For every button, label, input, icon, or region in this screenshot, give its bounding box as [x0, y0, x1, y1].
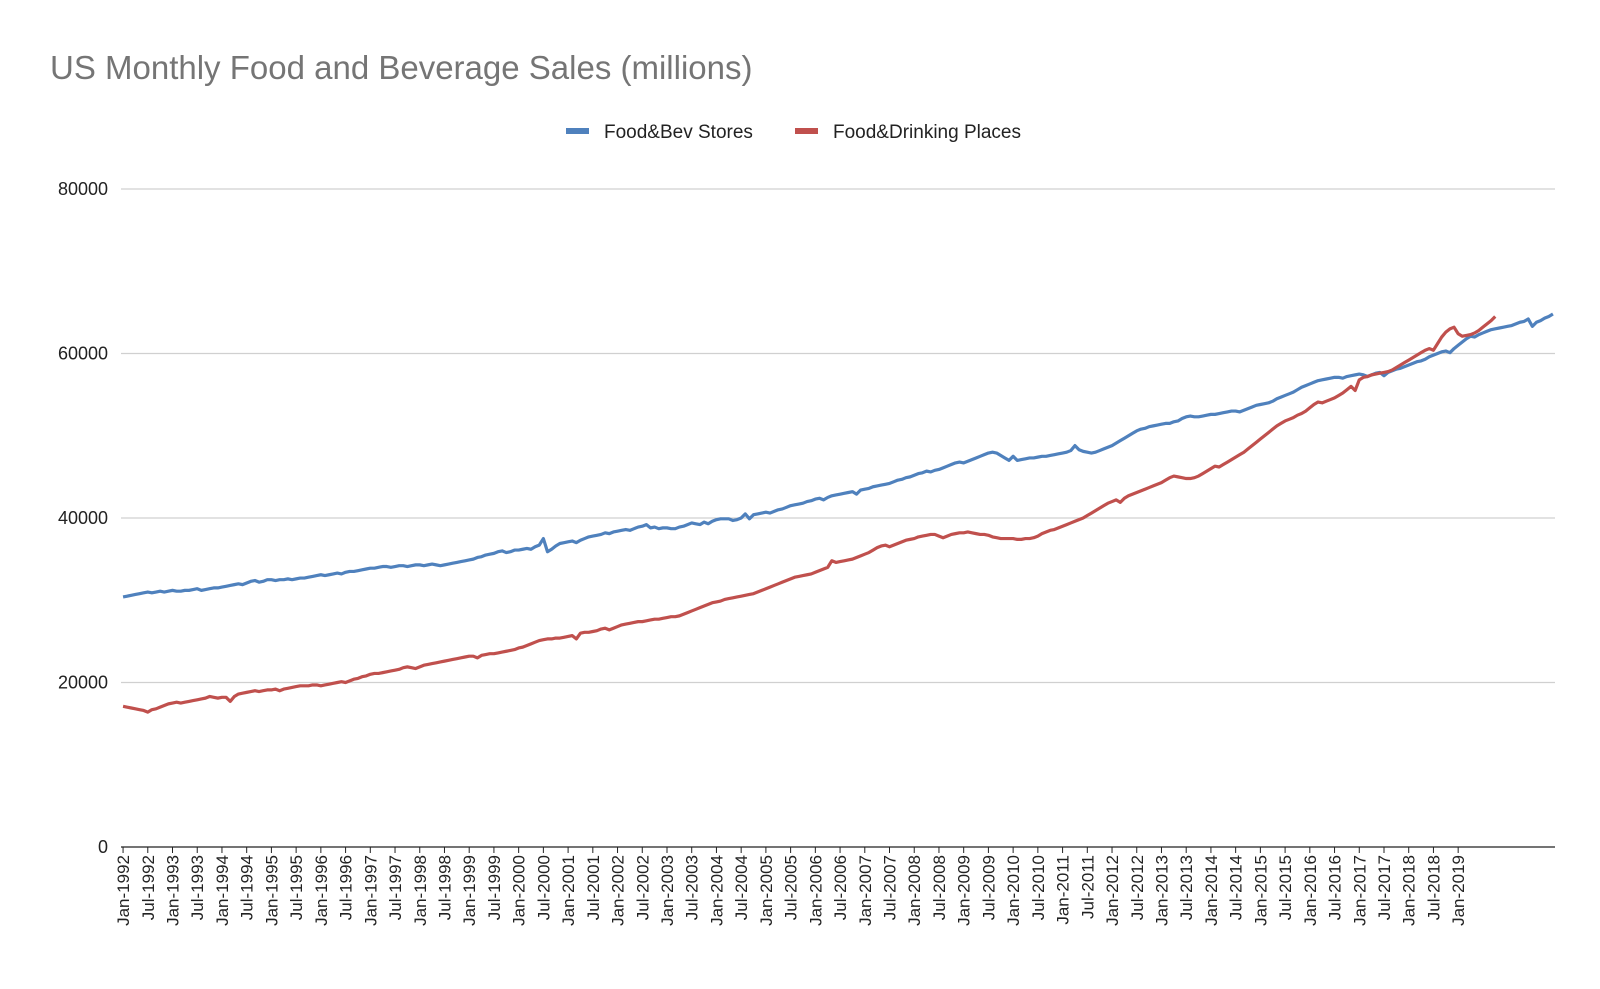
- x-tick-label: Jan-2012: [1103, 855, 1122, 926]
- x-tick-label: Jul-2012: [1128, 855, 1147, 920]
- x-tick-label: Jul-1993: [188, 855, 207, 920]
- x-tick-label: Jul-2004: [732, 855, 751, 920]
- x-tick-label: Jan-2002: [609, 855, 628, 926]
- x-tick-label: Jan-2000: [510, 855, 529, 926]
- x-tick-label: Jan-2014: [1202, 855, 1221, 926]
- x-tick-label: Jan-1994: [213, 855, 232, 926]
- legend-label-food-drinking-places: Food&Drinking Places: [833, 122, 1021, 143]
- x-tick-label: Jan-1996: [312, 855, 331, 926]
- x-tick-label: Jul-2001: [584, 855, 603, 920]
- x-tick-label: Jan-2016: [1301, 855, 1320, 926]
- x-tick-label: Jul-1999: [485, 855, 504, 920]
- gridlines: [121, 188, 1555, 684]
- x-tick-label: Jul-2011: [1078, 855, 1097, 919]
- x-tick-label: Jul-2007: [881, 855, 900, 920]
- x-tick-label: Jul-2002: [633, 855, 652, 920]
- x-tick-label: Jan-2007: [856, 855, 875, 926]
- x-tick-label: Jan-2018: [1400, 855, 1419, 926]
- x-tick-label: Jul-2018: [1424, 855, 1443, 920]
- y-tick-label: 20000: [58, 673, 108, 693]
- y-tick-label: 60000: [58, 344, 108, 364]
- x-tick-label: Jan-2003: [658, 855, 677, 926]
- x-tick-label: Jan-1992: [114, 855, 133, 926]
- x-tick-label: Jan-1995: [262, 855, 281, 926]
- x-tick-label: Jan-2019: [1449, 855, 1468, 926]
- x-tick-label: Jul-1992: [139, 855, 158, 920]
- x-tick-label: Jul-2000: [534, 855, 553, 920]
- x-tick-label: Jul-1997: [386, 855, 405, 920]
- y-tick-label: 80000: [58, 179, 108, 199]
- x-tick-label: Jul-2013: [1177, 855, 1196, 920]
- x-tick-label: Jan-2005: [757, 855, 776, 926]
- series-line-food-drinking-places: [122, 315, 1497, 714]
- x-tick-label: Jan-2015: [1251, 855, 1270, 926]
- series-lines: [122, 312, 1554, 714]
- x-tick-label: Jul-2006: [831, 855, 850, 920]
- legend: Food&Bev Stores Food&Drinking Places: [566, 122, 1021, 143]
- x-tick-label: Jul-2014: [1227, 855, 1246, 920]
- y-tick-label: 40000: [58, 508, 108, 528]
- x-tick-label: Jan-2009: [955, 855, 974, 926]
- x-tick-label: Jul-2003: [683, 855, 702, 920]
- y-axis-ticks: 0 20000 40000 60000 80000: [58, 179, 108, 857]
- x-tick-label: Jan-2008: [905, 855, 924, 926]
- series-line-food-bev-stores: [122, 312, 1554, 599]
- x-tick-label: Jul-1998: [435, 855, 454, 920]
- x-tick-label: Jan-2010: [1004, 855, 1023, 926]
- chart-title: US Monthly Food and Beverage Sales (mill…: [50, 49, 753, 86]
- x-axis-ticks: Jan-1992 Jul-1992 Jan-1993 Jul-1993 Jan-1994…: [114, 847, 1468, 926]
- x-tick-label: Jan-1997: [361, 855, 380, 926]
- x-tick-label: Jan-2017: [1350, 855, 1369, 926]
- x-tick-label: Jan-2001: [559, 855, 578, 926]
- x-tick-label: Jan-2011: [1054, 855, 1073, 925]
- x-tick-label: Jul-2009: [979, 855, 998, 920]
- x-tick-label: Jul-1994: [238, 855, 257, 920]
- x-tick-label: Jan-1998: [411, 855, 430, 926]
- x-tick-label: Jul-2008: [930, 855, 949, 920]
- x-tick-label: Jul-1995: [287, 855, 306, 920]
- x-tick-label: Jul-2016: [1326, 855, 1345, 920]
- legend-label-food-bev-stores: Food&Bev Stores: [604, 122, 753, 143]
- x-tick-label: Jul-2015: [1276, 855, 1295, 920]
- x-tick-label: Jul-2010: [1029, 855, 1048, 920]
- y-tick-label: 0: [98, 837, 108, 857]
- x-tick-label: Jul-2005: [782, 855, 801, 920]
- x-tick-label: Jan-2006: [806, 855, 825, 926]
- x-tick-label: Jul-1996: [337, 855, 356, 920]
- x-tick-label: Jan-1999: [460, 855, 479, 926]
- x-tick-label: Jan-1993: [164, 855, 183, 926]
- x-tick-label: Jan-2013: [1152, 855, 1171, 926]
- x-tick-label: Jan-2004: [707, 855, 726, 926]
- x-tick-label: Jul-2017: [1375, 855, 1394, 920]
